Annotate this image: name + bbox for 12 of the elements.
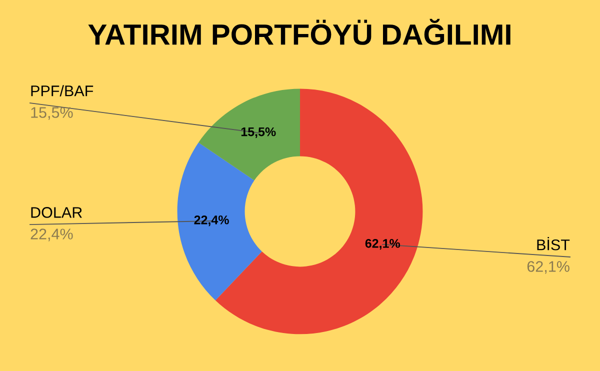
slice-label: DOLAR: [31, 207, 82, 218]
chart-title: YATIRIM PORTFÖYÜ DAĞILIMI: [88, 18, 510, 45]
donut-slice: [198, 88, 300, 180]
data-label: 62,1%: [365, 238, 400, 250]
data-label: 22,4%: [194, 215, 229, 226]
text: 22,4%: [30, 228, 73, 242]
text: 15,5%: [31, 107, 73, 120]
slice-label: PPF/BAF: [31, 85, 94, 96]
data-label: 15,5%: [241, 127, 276, 138]
donut-slice: [177, 142, 262, 300]
text: 62,1%: [527, 261, 570, 274]
slice-label: BİST: [537, 236, 570, 250]
